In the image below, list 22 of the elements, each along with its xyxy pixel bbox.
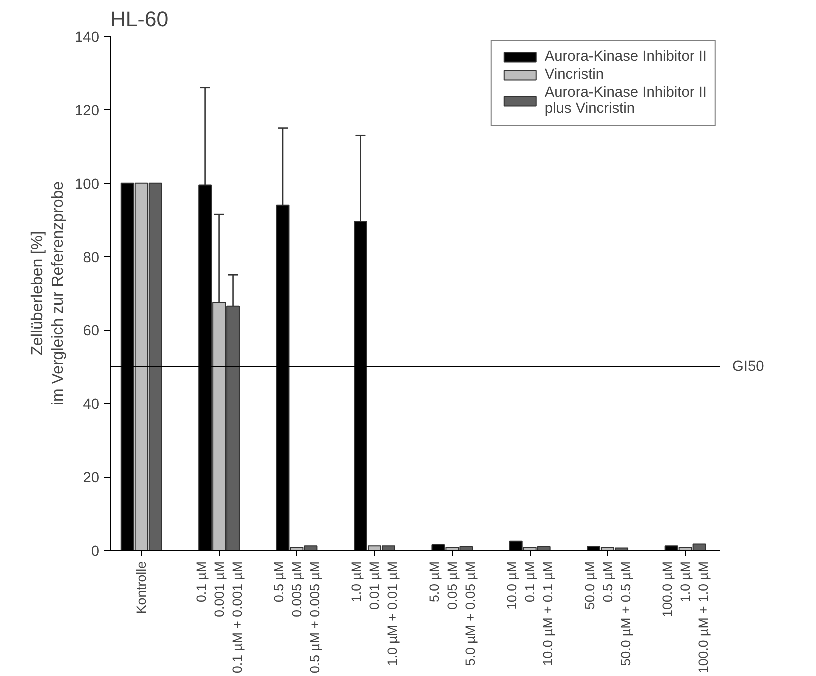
- y-tick-label: 60: [83, 324, 100, 340]
- y-tick-label: 20: [83, 470, 100, 487]
- y-tick-label: 0: [91, 544, 100, 560]
- legend-label: Aurora-Kinase Inhibitor II plus Vincristin: [544, 85, 707, 117]
- chart-title: HL-60: [110, 8, 169, 32]
- y-tick-label: 120: [75, 103, 100, 120]
- legend-label: Aurora-Kinase Inhibitor II: [544, 49, 707, 65]
- x-tick-label: 0.5 µM 0.005 µM 0.5 µM + 0.005 µM: [271, 561, 322, 674]
- y-tick-label: 140: [75, 30, 100, 46]
- x-tick-label: Kontrolle: [134, 561, 150, 614]
- x-tick-label: 50.0 µM 0.5 µM 50.0 µM + 0.5 µM: [582, 561, 634, 666]
- ref-line-label: GI50: [732, 358, 764, 375]
- x-tick-label: 100.0 µM 1.0 µM 100.0 µM + 1.0 µM: [660, 561, 712, 674]
- x-tick-label: 1.0 µM 0.01 µM 1.0 µM + 0.01 µM: [349, 561, 400, 666]
- x-tick-label: 5.0 µM 0.05 µM 5.0 µM + 0.05 µM: [426, 561, 478, 666]
- y-tick-label: 80: [83, 250, 100, 266]
- y-axis-title: Zellüberleben [%] im Vergleich zur Referenzprobe: [30, 181, 68, 406]
- y-tick-label: 100: [75, 176, 100, 193]
- y-tick-label: 40: [83, 397, 100, 414]
- legend-label: Vincristin: [544, 67, 604, 83]
- x-tick-label: 0.1 µM 0.001 µM 0.1 µM + 0.001 µM: [194, 561, 245, 674]
- x-tick-label: 10.0 µM 0.1 µM 10.0 µM + 0.1 µM: [504, 561, 556, 666]
